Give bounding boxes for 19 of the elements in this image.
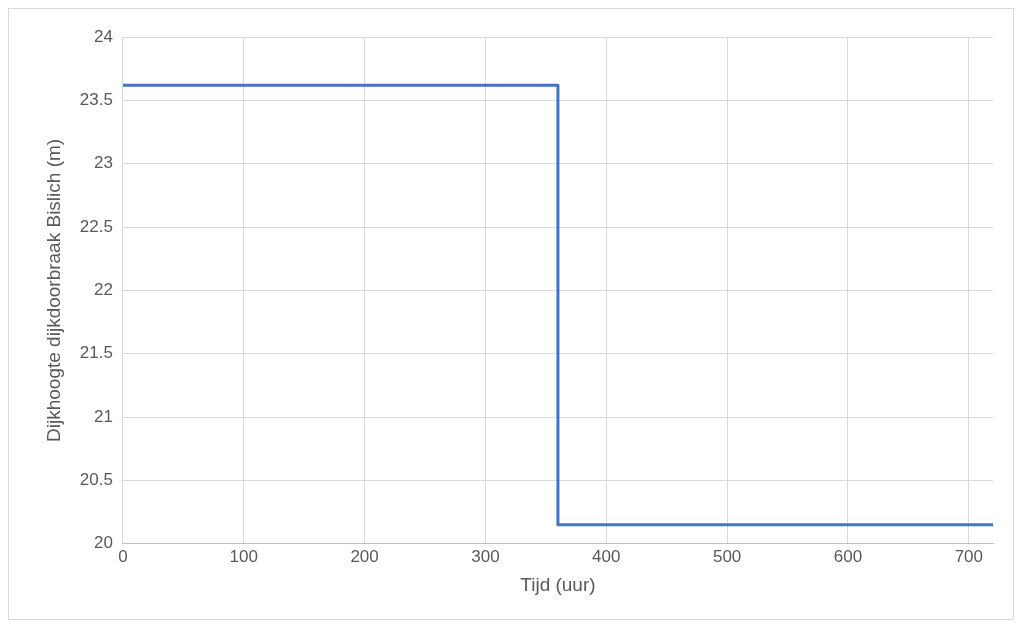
y-tick-label: 20	[93, 533, 113, 553]
y-tick-label: 24	[93, 26, 113, 46]
x-tick-label: 0	[118, 546, 128, 566]
y-tick-label: 23	[93, 153, 113, 173]
x-tick-label: 200	[350, 546, 379, 566]
x-tick-label: 400	[592, 546, 621, 566]
x-tick-label: 500	[712, 546, 742, 566]
x-tick-label: 700	[954, 546, 984, 566]
y-tick-label: 23.5	[79, 90, 113, 110]
y-tick-label: 21	[93, 406, 113, 426]
y-tick-label: 22.5	[79, 216, 113, 236]
x-axis-title: Tijd (uur)	[520, 573, 596, 595]
x-tick-label: 600	[833, 546, 863, 566]
y-axis-title: Dijkhoogte dijkdoorbraak Bislich (m)	[42, 138, 64, 442]
y-tick-label: 21.5	[79, 343, 113, 363]
y-tick-label: 20.5	[79, 470, 113, 490]
y-tick-label: 22	[93, 280, 113, 300]
x-tick-label: 100	[229, 546, 258, 566]
x-tick-label: 300	[471, 546, 500, 566]
